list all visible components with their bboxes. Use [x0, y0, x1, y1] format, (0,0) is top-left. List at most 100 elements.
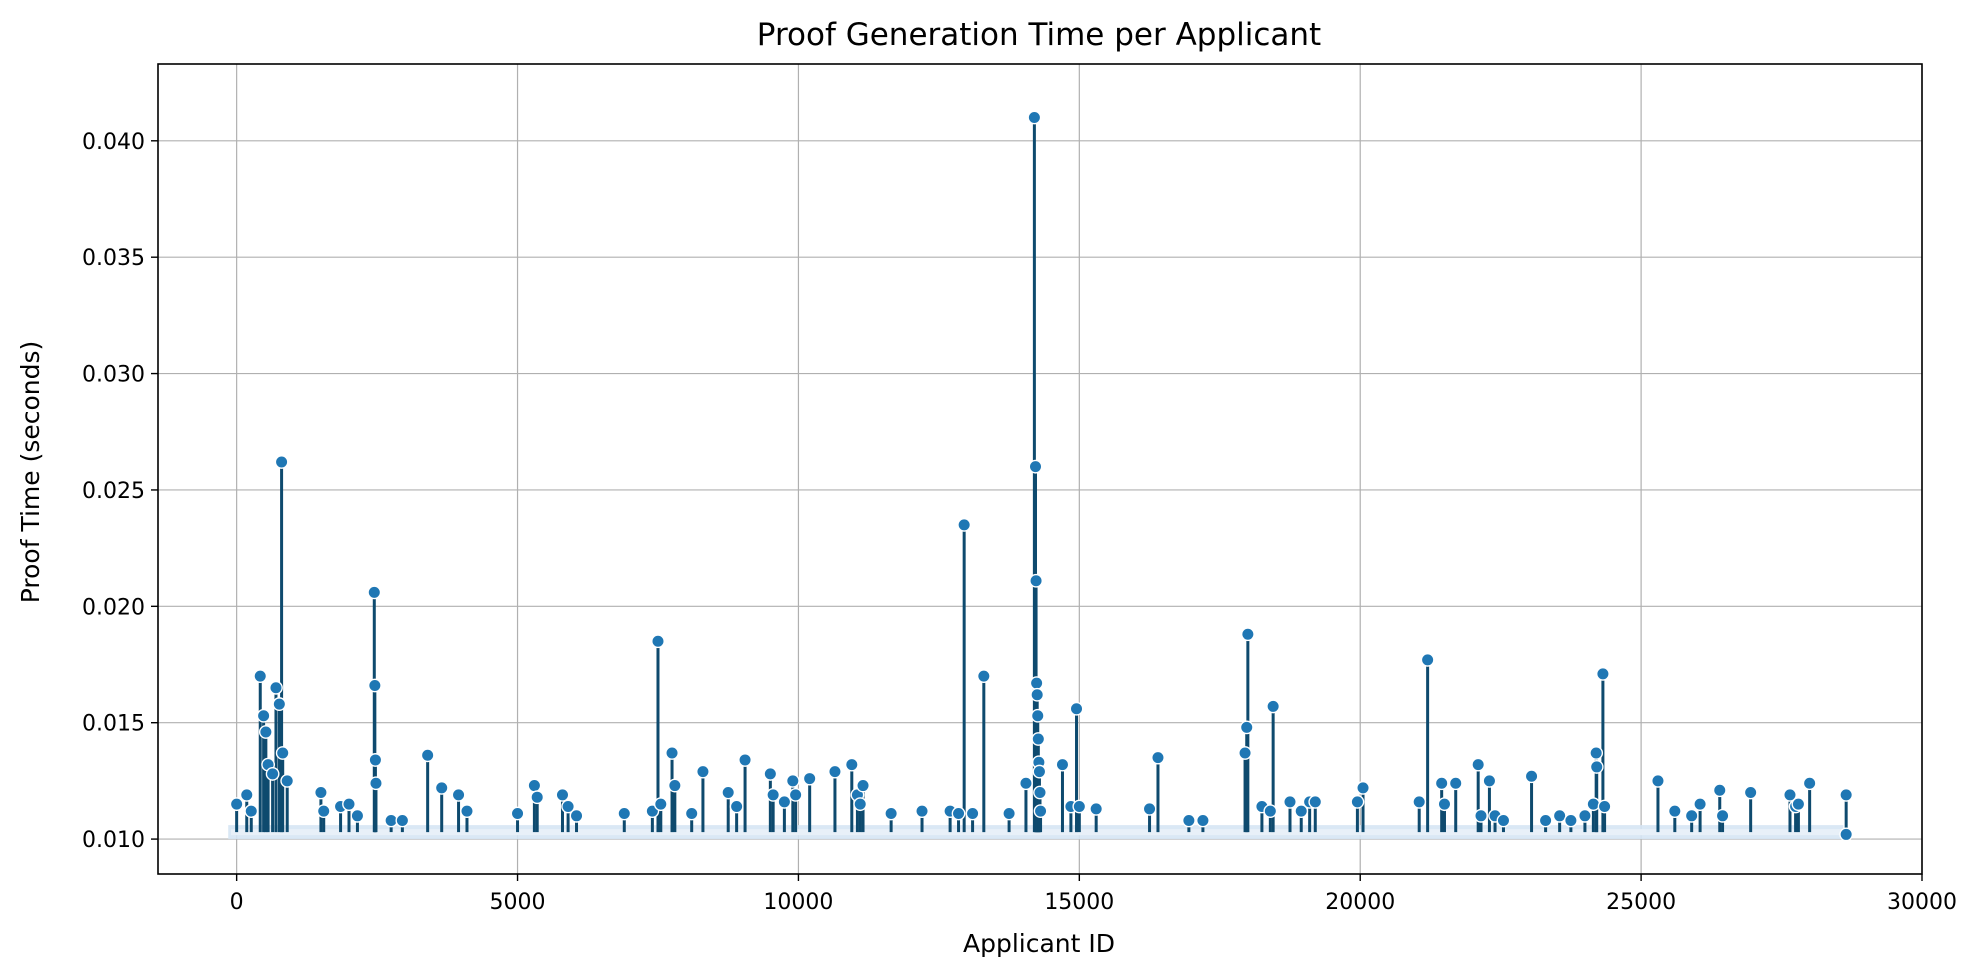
data-point — [1029, 573, 1043, 588]
data-point — [256, 708, 271, 723]
data-point — [651, 634, 665, 649]
data-point — [1033, 804, 1048, 819]
data-point — [342, 797, 356, 812]
data-point — [1031, 732, 1046, 746]
data-point — [314, 785, 328, 800]
data-point — [738, 753, 752, 767]
chart-title: Proof Generation Time per Applicant — [757, 17, 1321, 53]
data-point — [1586, 797, 1601, 812]
data-point — [617, 806, 632, 821]
data-point — [1589, 746, 1604, 760]
data-point — [569, 808, 584, 823]
data-point — [667, 778, 682, 793]
data-point — [665, 746, 679, 760]
data-point — [555, 787, 570, 802]
data-point — [1839, 787, 1854, 802]
data-point — [856, 778, 870, 793]
x-tick-label: 30000 — [1887, 890, 1957, 915]
data-point — [1496, 813, 1511, 828]
data-point — [1142, 801, 1157, 816]
data-point — [1783, 787, 1797, 802]
data-point — [1448, 776, 1463, 791]
data-point — [957, 517, 972, 532]
data-point — [1151, 750, 1165, 765]
data-point — [1437, 797, 1452, 812]
data-point — [229, 797, 244, 812]
data-point — [1693, 797, 1707, 812]
x-tick-label: 10000 — [763, 890, 833, 915]
data-point — [1712, 783, 1727, 798]
data-point — [729, 799, 744, 814]
data-point — [1240, 627, 1255, 642]
data-point — [272, 697, 287, 711]
data-point — [1791, 797, 1806, 812]
data-point — [561, 799, 576, 814]
data-point — [451, 787, 466, 802]
x-tick-label: 15000 — [1044, 890, 1114, 915]
data-point — [530, 790, 545, 805]
y-tick-label: 0.020 — [82, 595, 145, 620]
data-point — [1266, 699, 1281, 714]
plot-frame — [157, 63, 1923, 875]
data-point — [844, 757, 859, 772]
data-point — [1434, 776, 1449, 791]
data-point — [274, 455, 289, 469]
data-point — [802, 771, 817, 786]
data-point — [1474, 808, 1488, 823]
data-point — [1263, 804, 1278, 819]
data-point — [1552, 808, 1567, 823]
data-point — [1283, 794, 1297, 809]
data-point — [1002, 806, 1017, 821]
data-point — [1651, 773, 1665, 788]
data-point — [1589, 760, 1604, 774]
data-point — [316, 804, 331, 819]
data-point — [1350, 794, 1365, 809]
data-point — [258, 725, 273, 739]
data-point — [976, 669, 991, 684]
data-point — [853, 797, 868, 812]
data-point — [1596, 666, 1610, 681]
x-tick-label: 5000 — [490, 890, 546, 915]
x-tick-label: 0 — [230, 890, 244, 915]
data-point — [1019, 776, 1033, 791]
data-point — [1032, 764, 1047, 779]
y-tick-label: 0.040 — [82, 130, 145, 155]
data-point — [527, 778, 542, 793]
data-point — [1538, 813, 1553, 828]
data-point — [1055, 757, 1070, 772]
data-point — [763, 767, 778, 781]
y-tick-label: 0.030 — [82, 363, 145, 388]
data-point — [653, 797, 668, 812]
data-point — [1072, 799, 1087, 814]
data-point — [1238, 746, 1252, 760]
data-point — [1802, 776, 1817, 791]
data-point — [253, 669, 268, 684]
data-point — [1181, 813, 1196, 828]
data-point — [785, 773, 800, 788]
data-point — [777, 794, 792, 809]
data-point — [1308, 794, 1323, 809]
y-tick-label: 0.025 — [82, 479, 145, 504]
y-axis-ticks: 0.010 0.015 0.020 0.025 0.030 0.035 0.040 — [82, 130, 158, 853]
data-point — [1743, 785, 1758, 800]
data-point — [1030, 687, 1045, 702]
data-point — [1684, 808, 1699, 823]
data-point — [828, 764, 842, 779]
data-point — [1524, 769, 1539, 784]
data-point — [1033, 785, 1047, 800]
data-point — [1069, 701, 1084, 716]
data-point — [350, 808, 365, 823]
y-axis-label: Proof Time (seconds) — [16, 341, 45, 604]
data-point — [1420, 652, 1435, 667]
data-point — [395, 813, 410, 828]
data-point — [1028, 459, 1043, 474]
data-point — [1597, 799, 1612, 814]
data-point — [1667, 804, 1682, 819]
data-point — [1482, 773, 1497, 788]
data-point — [1027, 110, 1042, 125]
data-point — [510, 806, 525, 821]
y-tick-label: 0.010 — [82, 828, 145, 853]
data-point — [367, 585, 382, 600]
data-point — [1089, 801, 1104, 816]
